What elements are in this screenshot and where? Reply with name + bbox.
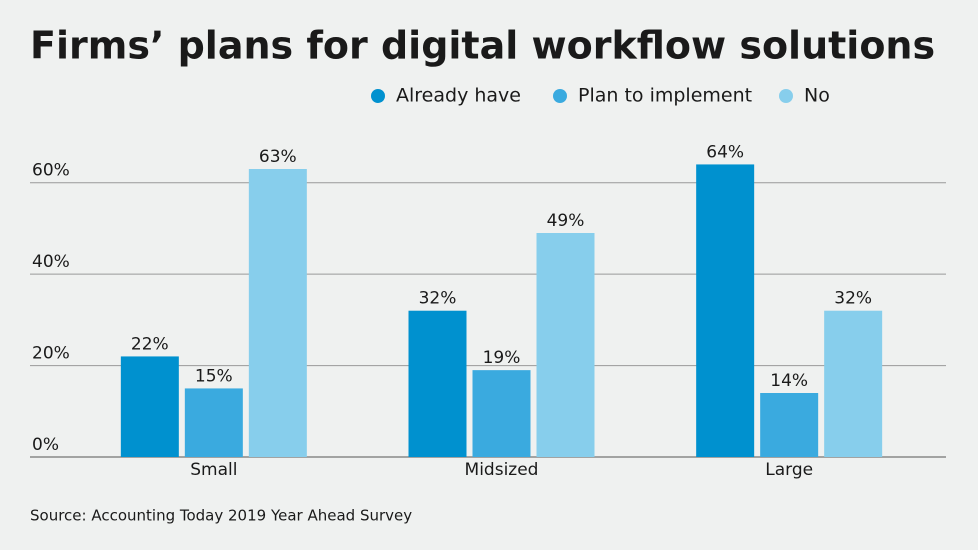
y-tick-label: 20% bbox=[32, 344, 70, 364]
y-tick-label: 60% bbox=[32, 161, 70, 181]
legend-marker bbox=[371, 89, 385, 103]
value-label: 32% bbox=[419, 289, 457, 309]
bar bbox=[472, 370, 531, 457]
y-tick-label: 0% bbox=[32, 435, 59, 455]
value-label: 64% bbox=[706, 142, 744, 162]
bar bbox=[760, 393, 819, 457]
bar bbox=[536, 233, 595, 457]
chart-title: Firms’ plans for digital workflow soluti… bbox=[30, 24, 935, 68]
legend-marker bbox=[553, 89, 567, 103]
value-label: 32% bbox=[834, 289, 872, 309]
bar bbox=[696, 164, 755, 457]
legend-label: No bbox=[804, 85, 830, 107]
source: Source: Accounting Today 2019 Year Ahead… bbox=[30, 507, 412, 525]
value-label: 22% bbox=[131, 334, 169, 354]
value-label: 19% bbox=[483, 348, 521, 368]
bar bbox=[248, 169, 307, 457]
value-label: 63% bbox=[259, 147, 297, 167]
bar bbox=[408, 310, 467, 457]
legend-marker bbox=[779, 89, 793, 103]
value-label: 14% bbox=[770, 371, 808, 391]
x-tick-label: Small bbox=[190, 460, 237, 480]
x-tick-label: Large bbox=[765, 460, 813, 480]
bar bbox=[184, 388, 243, 457]
value-label: 15% bbox=[195, 366, 233, 386]
bar bbox=[120, 356, 179, 457]
y-tick-label: 40% bbox=[32, 252, 70, 272]
value-label: 49% bbox=[547, 211, 585, 231]
bar bbox=[824, 310, 883, 457]
x-tick-label: Midsized bbox=[465, 460, 539, 480]
legend-label: Plan to implement bbox=[578, 85, 752, 107]
legend-label: Already have bbox=[396, 85, 521, 107]
